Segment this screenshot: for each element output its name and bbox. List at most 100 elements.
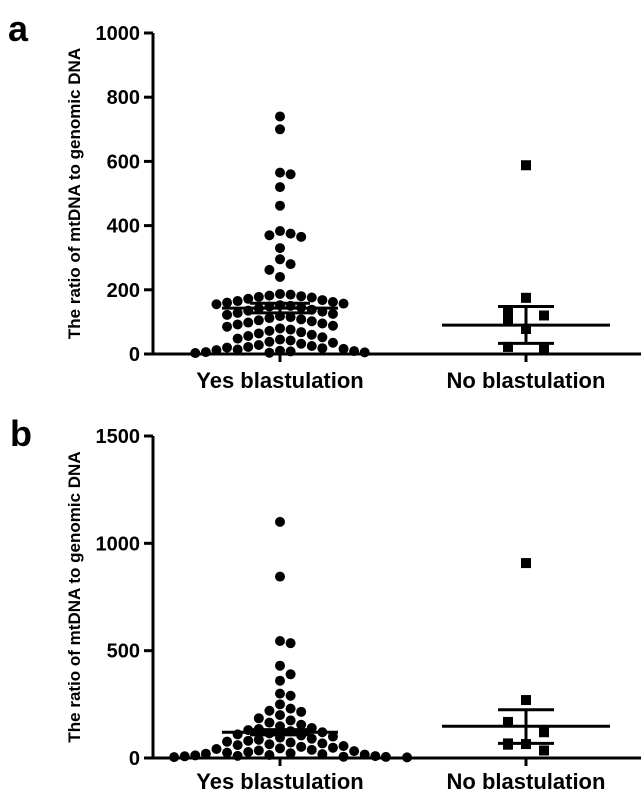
- data-point: [253, 328, 264, 339]
- data-point: [264, 290, 275, 301]
- data-point: [211, 345, 222, 356]
- data-point: [285, 638, 296, 649]
- data-point: [539, 727, 549, 738]
- data-point: [211, 743, 222, 754]
- data-point: [264, 264, 275, 275]
- x-tick-label: No blastulation: [447, 368, 606, 393]
- data-point: [359, 347, 370, 358]
- data-point: [275, 660, 285, 671]
- data-point: [232, 750, 243, 761]
- data-point: [179, 751, 190, 762]
- data-point: [539, 342, 549, 353]
- data-point: [317, 318, 328, 329]
- data-point: [349, 746, 360, 757]
- data-point: [275, 699, 285, 710]
- y-tick-label: 1000: [96, 533, 141, 555]
- data-point: [232, 333, 243, 344]
- data-point: [222, 342, 233, 353]
- data-point: [338, 751, 349, 762]
- data-point: [275, 323, 285, 334]
- data-point: [285, 737, 296, 748]
- data-point: [243, 317, 254, 328]
- data-point: [285, 289, 296, 300]
- panel-a: a 0 200 400 600 800 1000 Yes blastulation No bl…: [0, 0, 641, 395]
- data-point: [285, 346, 296, 357]
- y-tick-label: 0: [129, 344, 140, 366]
- data-point: [327, 742, 338, 753]
- x-tick-label: No blastulation: [447, 769, 606, 794]
- data-point: [317, 749, 328, 760]
- data-point: [539, 310, 549, 321]
- panel-letter: a: [8, 8, 29, 49]
- data-point: [222, 321, 233, 332]
- chart-a: 0 200 400 600 800 1000 Yes blastulation No blas…: [65, 23, 641, 393]
- data-point: [264, 325, 275, 336]
- data-point: [503, 341, 513, 352]
- data-point: [200, 347, 211, 358]
- data-point: [285, 748, 296, 759]
- data-point: [317, 332, 328, 343]
- data-point: [296, 291, 307, 302]
- data-point: [296, 338, 307, 349]
- data-point: [521, 160, 531, 171]
- data-point: [264, 749, 275, 760]
- data-point: [275, 271, 285, 282]
- data-point: [211, 299, 222, 310]
- data-point: [253, 734, 264, 745]
- data-point: [275, 334, 285, 345]
- data-point: [380, 751, 391, 762]
- data-point: [232, 307, 243, 318]
- data-point: [503, 305, 513, 316]
- data-point: [370, 751, 381, 762]
- data-point: [285, 312, 296, 323]
- data-point: [327, 320, 338, 331]
- x-tick-label: Yes blastulation: [196, 769, 364, 794]
- data-point: [275, 200, 285, 211]
- data-point: [285, 169, 296, 180]
- data-point: [264, 347, 275, 358]
- data-point: [296, 719, 307, 730]
- data-point: [275, 124, 285, 135]
- data-point: [232, 344, 243, 355]
- data-point: [232, 740, 243, 751]
- data-point: [232, 319, 243, 330]
- data-point: [285, 703, 296, 714]
- data-point: [306, 744, 317, 755]
- data-point: [275, 167, 285, 178]
- data-point: [222, 309, 233, 320]
- data-point: [190, 750, 201, 761]
- data-point: [402, 752, 413, 763]
- data-point: [359, 749, 370, 760]
- y-tick-label: 0: [129, 748, 140, 770]
- data-point: [327, 308, 338, 319]
- data-point: [285, 259, 296, 270]
- y-tick-label: 1500: [96, 426, 141, 448]
- data-point: [264, 336, 275, 347]
- y-tick-label: 200: [107, 280, 140, 302]
- data-point: [275, 288, 285, 299]
- data-point: [285, 690, 296, 701]
- data-point: [285, 715, 296, 726]
- data-point: [338, 298, 349, 309]
- data-point: [243, 293, 254, 304]
- data-point: [264, 313, 275, 324]
- data-point: [243, 746, 254, 757]
- data-point: [503, 716, 513, 727]
- data-point: [275, 571, 285, 582]
- data-point: [539, 745, 549, 756]
- data-point: [275, 111, 285, 122]
- data-point: [349, 346, 360, 357]
- data-point: [338, 740, 349, 751]
- data-point: [222, 297, 233, 308]
- data-point: [275, 182, 285, 193]
- data-point: [338, 343, 349, 354]
- data-point: [285, 335, 296, 346]
- data-point: [275, 675, 285, 686]
- y-axis-label: The ratio of mtDNA to genomic DNA: [65, 48, 84, 339]
- data-point: [296, 741, 307, 752]
- data-point: [306, 329, 317, 340]
- data-point: [200, 748, 211, 759]
- data-point: [296, 231, 307, 242]
- x-tick-label: Yes blastulation: [196, 368, 364, 393]
- data-point: [327, 296, 338, 307]
